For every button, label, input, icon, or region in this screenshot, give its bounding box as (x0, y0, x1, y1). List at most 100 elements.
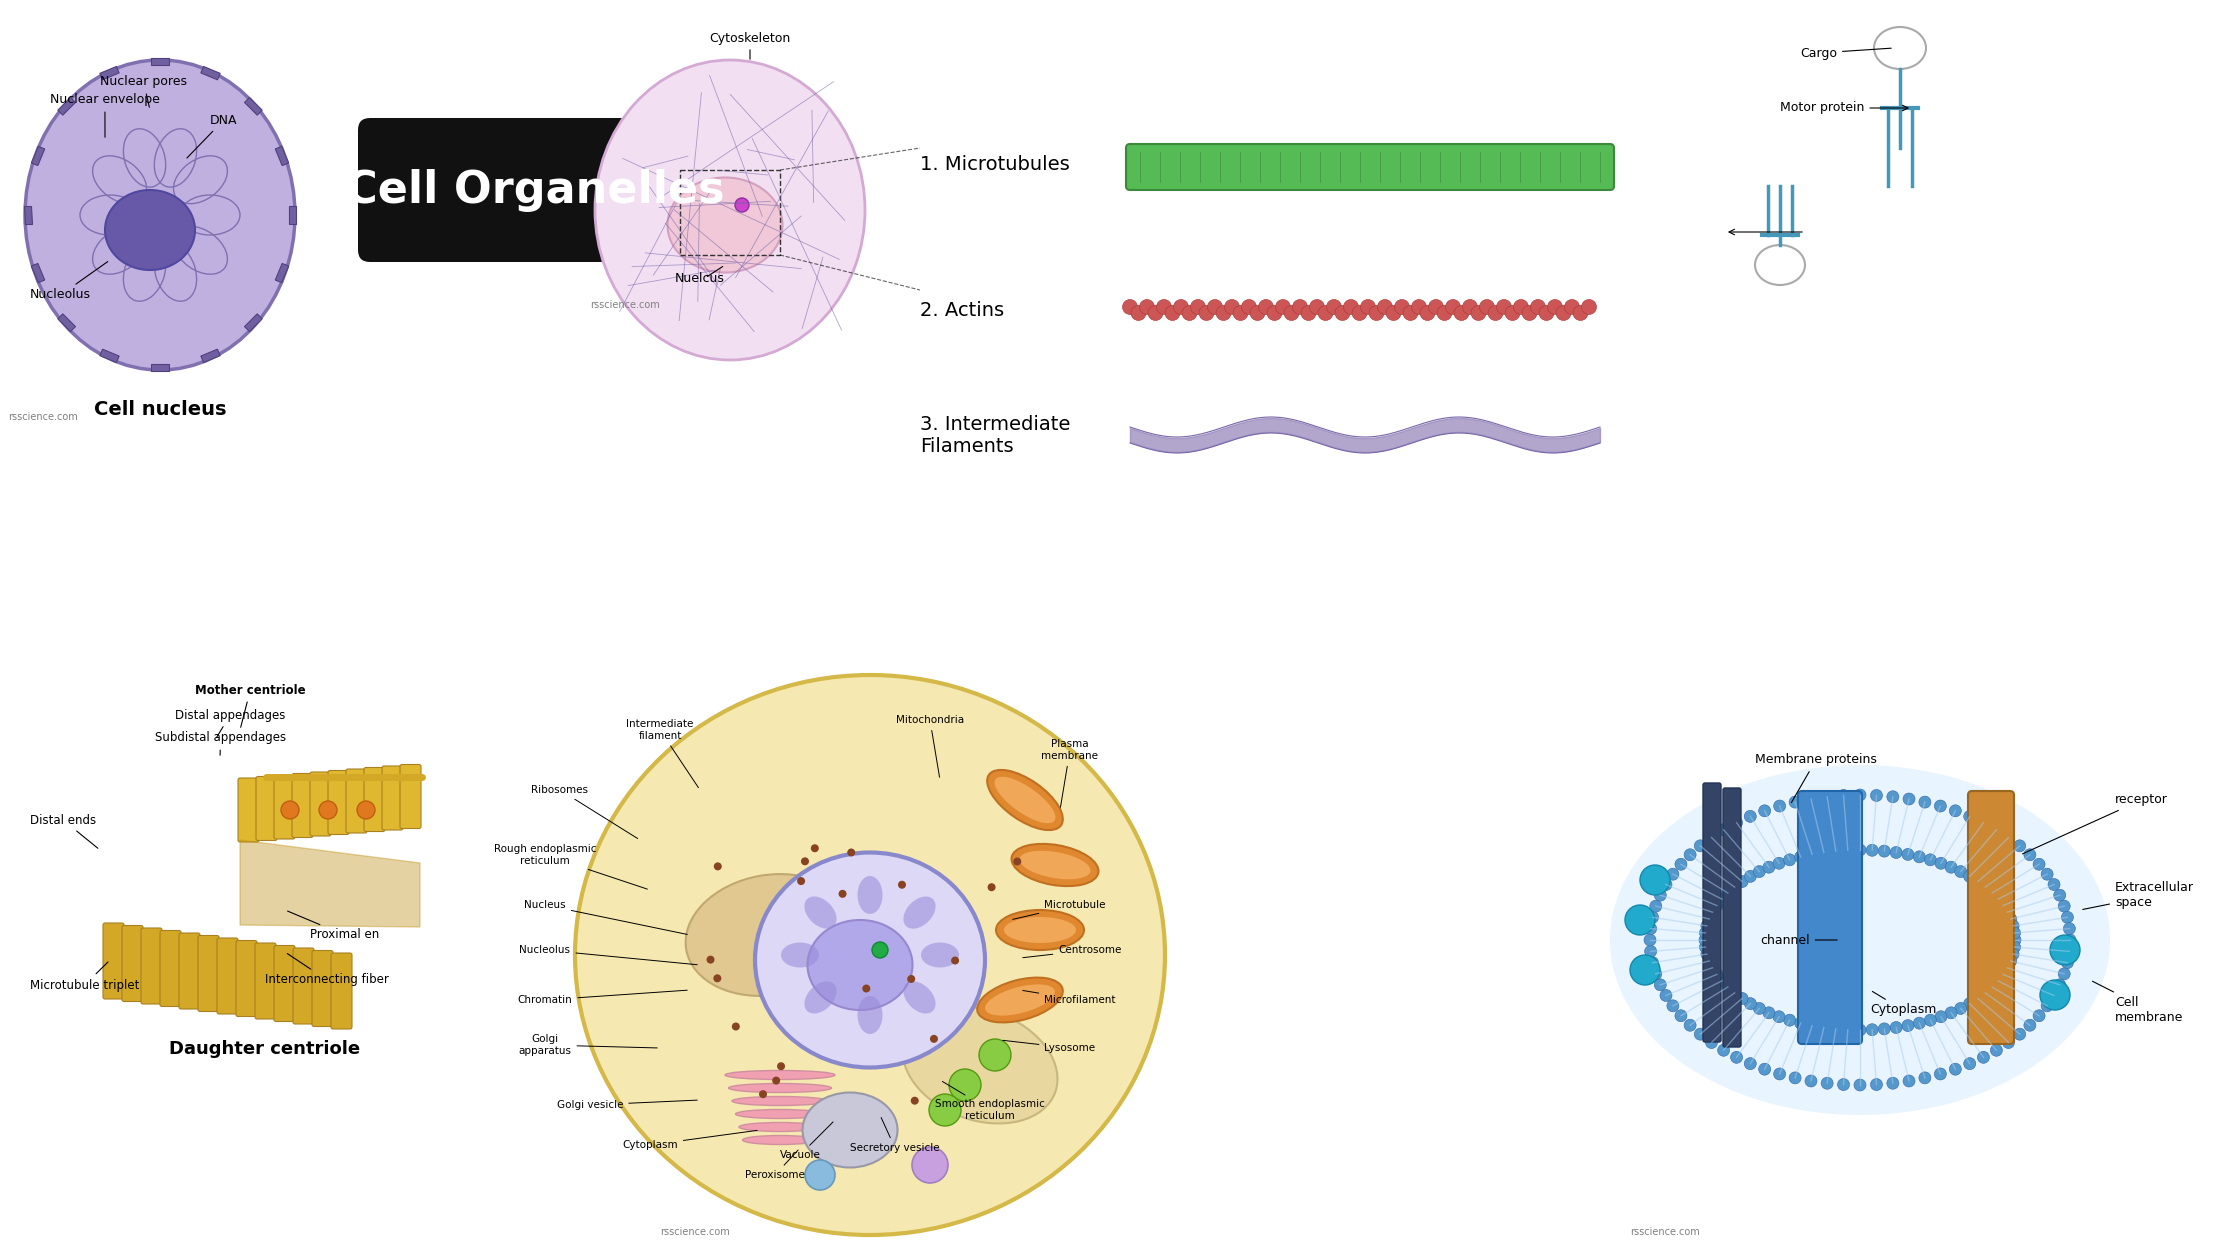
Text: Cytoplasm: Cytoplasm (623, 1130, 757, 1150)
FancyBboxPatch shape (332, 953, 352, 1029)
Circle shape (1711, 900, 1723, 911)
Ellipse shape (802, 1092, 898, 1168)
Circle shape (715, 862, 721, 871)
Circle shape (2025, 1019, 2036, 1031)
Text: Interconnecting fiber: Interconnecting fiber (264, 954, 390, 987)
Circle shape (1718, 1045, 1729, 1056)
Circle shape (735, 198, 748, 212)
Circle shape (1886, 1077, 1900, 1089)
Circle shape (1700, 941, 1711, 953)
Circle shape (1557, 305, 1570, 320)
Ellipse shape (806, 920, 912, 1011)
Circle shape (988, 883, 995, 891)
Circle shape (1745, 871, 1756, 882)
Circle shape (1232, 305, 1248, 320)
Circle shape (1944, 1007, 1958, 1019)
Circle shape (1275, 300, 1290, 315)
Circle shape (1956, 1003, 1967, 1014)
Circle shape (1539, 305, 1555, 320)
Bar (276, 263, 289, 282)
Ellipse shape (997, 910, 1084, 950)
Ellipse shape (735, 1110, 824, 1119)
Circle shape (1783, 854, 1796, 866)
FancyBboxPatch shape (217, 937, 237, 1014)
Circle shape (1530, 300, 1546, 315)
Circle shape (1732, 816, 1743, 829)
Circle shape (1745, 1057, 1756, 1070)
Text: Microfilament: Microfilament (1024, 990, 1116, 1005)
Circle shape (1736, 993, 1747, 1004)
Circle shape (2041, 868, 2054, 881)
Text: Nucleus: Nucleus (524, 900, 688, 935)
Text: receptor: receptor (2023, 794, 2168, 854)
Circle shape (871, 942, 887, 958)
Circle shape (1837, 790, 1850, 801)
Circle shape (1754, 1003, 1765, 1014)
Circle shape (1805, 1019, 1819, 1032)
Circle shape (1646, 911, 1658, 924)
Text: Smooth endoplasmic
reticulum: Smooth endoplasmic reticulum (934, 1081, 1044, 1121)
Circle shape (1991, 975, 2005, 987)
Circle shape (1904, 793, 1915, 805)
Text: 1. Microtubules: 1. Microtubules (921, 155, 1071, 174)
Circle shape (1655, 890, 1667, 901)
Circle shape (1707, 906, 1718, 919)
Text: Daughter centriole: Daughter centriole (170, 1040, 361, 1058)
Circle shape (1140, 300, 1154, 315)
Bar (150, 58, 168, 66)
Circle shape (1702, 955, 1716, 966)
Circle shape (804, 1160, 836, 1189)
Ellipse shape (986, 984, 1055, 1016)
Text: 3. Intermediate
Filaments: 3. Intermediate Filaments (921, 415, 1071, 456)
Circle shape (1819, 1022, 1830, 1033)
Circle shape (1866, 844, 1877, 857)
Circle shape (2007, 948, 2018, 960)
Circle shape (1378, 300, 1393, 315)
Text: rsscience.com: rsscience.com (9, 412, 78, 422)
Circle shape (2000, 906, 2014, 919)
Circle shape (1821, 791, 1832, 803)
Text: Cell nucleus: Cell nucleus (94, 399, 226, 420)
Ellipse shape (1754, 244, 1805, 285)
Circle shape (2009, 941, 2020, 953)
Ellipse shape (728, 1084, 831, 1092)
Circle shape (950, 1068, 981, 1101)
Bar (202, 67, 220, 79)
Text: Ribosomes: Ribosomes (531, 785, 638, 839)
Circle shape (2047, 989, 2061, 1002)
Ellipse shape (903, 1007, 1057, 1124)
Circle shape (1991, 824, 2003, 835)
Circle shape (2000, 961, 2014, 974)
Circle shape (1250, 305, 1266, 320)
Circle shape (1837, 1079, 1850, 1091)
Circle shape (1723, 982, 1734, 993)
Ellipse shape (804, 897, 836, 929)
Circle shape (1344, 300, 1357, 315)
Circle shape (1684, 1019, 1696, 1031)
Circle shape (847, 848, 856, 857)
FancyBboxPatch shape (345, 769, 367, 833)
Circle shape (1935, 800, 1947, 811)
Circle shape (1301, 305, 1317, 320)
Text: channel: channel (1761, 934, 1837, 946)
Circle shape (1944, 861, 1958, 873)
Circle shape (2025, 849, 2036, 861)
Circle shape (1700, 927, 1711, 939)
Circle shape (1165, 305, 1180, 320)
Circle shape (1693, 1028, 1707, 1041)
Circle shape (1496, 300, 1512, 315)
FancyBboxPatch shape (1127, 144, 1615, 190)
Circle shape (802, 857, 809, 866)
Circle shape (1387, 305, 1400, 320)
Circle shape (1207, 300, 1223, 315)
Circle shape (1841, 1023, 1855, 1036)
Circle shape (1774, 1011, 1785, 1023)
Text: Distal ends: Distal ends (29, 814, 99, 848)
Bar (202, 349, 220, 363)
Text: Cytoplasm: Cytoplasm (1870, 992, 1935, 1017)
Text: Nuclear pores: Nuclear pores (101, 76, 186, 107)
Text: Cell
membrane: Cell membrane (2092, 982, 2184, 1024)
Ellipse shape (739, 1123, 822, 1131)
FancyBboxPatch shape (1723, 788, 1740, 1047)
Circle shape (1268, 305, 1281, 320)
